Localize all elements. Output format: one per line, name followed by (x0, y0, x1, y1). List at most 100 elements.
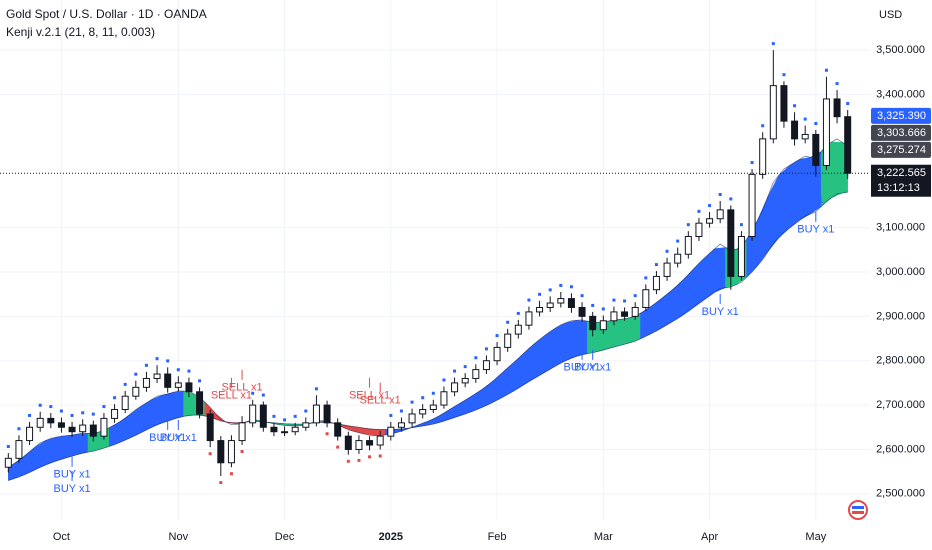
ribbon-segment (555, 322, 567, 367)
candle-body (121, 395, 129, 411)
candle-body (482, 360, 490, 371)
signal-dot (835, 82, 839, 86)
signal-dot (155, 357, 159, 361)
signal-dot (506, 320, 510, 324)
signal-dot (17, 427, 21, 431)
signal-dot (527, 298, 531, 302)
x-tick-label: Oct (53, 531, 70, 543)
candle-body (376, 435, 384, 446)
signal-dot (261, 393, 265, 397)
signal-dot (410, 400, 414, 404)
signal-dot (569, 285, 573, 289)
signal-dot (272, 414, 276, 418)
candle-body (334, 422, 342, 437)
candle-body (15, 440, 23, 459)
annotation-text: BUY x1 (564, 362, 601, 374)
x-tick-label: Feb (488, 531, 507, 543)
signal-dot (166, 359, 170, 363)
candle-body (111, 409, 119, 419)
annotation-text: SELL x1 (360, 395, 401, 407)
candle-body (100, 417, 108, 437)
ribbon-segment (45, 436, 57, 466)
candle-body (440, 391, 448, 406)
candle-body (844, 116, 852, 174)
x-tick-label: May (805, 531, 826, 543)
annotation-text: BUY x1 (54, 483, 91, 495)
signal-dot (453, 369, 457, 373)
candle-body (387, 426, 395, 437)
price-label-box (871, 107, 931, 124)
signal-dot (70, 413, 74, 417)
signal-dot (676, 239, 680, 243)
candle-body (89, 424, 97, 437)
signal-dot (782, 73, 786, 77)
candle-body (557, 298, 565, 304)
candle-body (748, 173, 756, 237)
candle-body (153, 373, 161, 379)
last-price-box (871, 164, 931, 197)
signal-dot (208, 452, 212, 456)
y-tick-label: 2,800.000 (876, 355, 925, 367)
signal-dot (718, 192, 722, 196)
signal-dot (814, 122, 818, 125)
price-label: 3,303.666 (877, 127, 926, 139)
signal-dot (665, 249, 669, 253)
annotation-text: SELL x1 (211, 390, 252, 402)
candle-body (397, 422, 405, 428)
candle-body (652, 275, 660, 291)
candle-body (429, 404, 437, 411)
signal-dot (219, 481, 223, 485)
signal-dot (81, 411, 85, 415)
candle-body (514, 324, 522, 335)
signal-dot (580, 294, 584, 298)
signal-dot (793, 104, 797, 108)
candle-body (663, 262, 671, 277)
signal-dot (38, 403, 42, 407)
signal-dot (761, 124, 765, 128)
x-tick-label: Nov (169, 531, 189, 543)
last-price-label: 3,222.565 (877, 167, 926, 179)
candle-body (801, 133, 809, 140)
y-tick-label: 3,000.000 (876, 266, 925, 278)
signal-dot (28, 413, 32, 417)
signal-dot (113, 396, 117, 400)
signal-dot (389, 413, 393, 417)
signal-dot (771, 42, 775, 46)
candle-body (631, 306, 639, 317)
y-tick-label: 2,500.000 (876, 488, 925, 500)
candle-body (461, 377, 469, 384)
signal-dot (623, 299, 627, 303)
candle-body (621, 311, 629, 317)
logo-stripe (852, 511, 864, 514)
candle-body (493, 346, 501, 362)
annotation-text: BUY x1 (702, 306, 739, 318)
signal-dot (739, 223, 743, 227)
signal-dot (229, 472, 233, 476)
candle-body (259, 404, 267, 428)
signal-dot (708, 204, 712, 208)
candle-body (737, 235, 745, 277)
y-tick-label: 3,500.000 (876, 44, 925, 56)
candle-body (79, 424, 87, 433)
candle-body (599, 320, 607, 331)
candle-body (695, 222, 703, 237)
candle-body (589, 315, 597, 331)
signal-dot (612, 298, 616, 302)
candle-body (833, 98, 841, 118)
x-tick-label: Dec (275, 531, 295, 543)
candle-body (217, 440, 225, 464)
y-tick-label: 2,900.000 (876, 310, 925, 322)
signal-dot (516, 311, 520, 315)
signal-dot (474, 356, 478, 360)
candle-body (196, 391, 204, 415)
candle-body (642, 289, 650, 308)
signal-dot (144, 363, 148, 367)
signal-dot (314, 387, 318, 391)
candle-body (323, 404, 331, 424)
signal-dot (686, 223, 690, 227)
signal-dot (633, 294, 637, 298)
candle-body (291, 426, 299, 433)
candle-body (822, 98, 830, 166)
signal-dot (824, 68, 828, 72)
